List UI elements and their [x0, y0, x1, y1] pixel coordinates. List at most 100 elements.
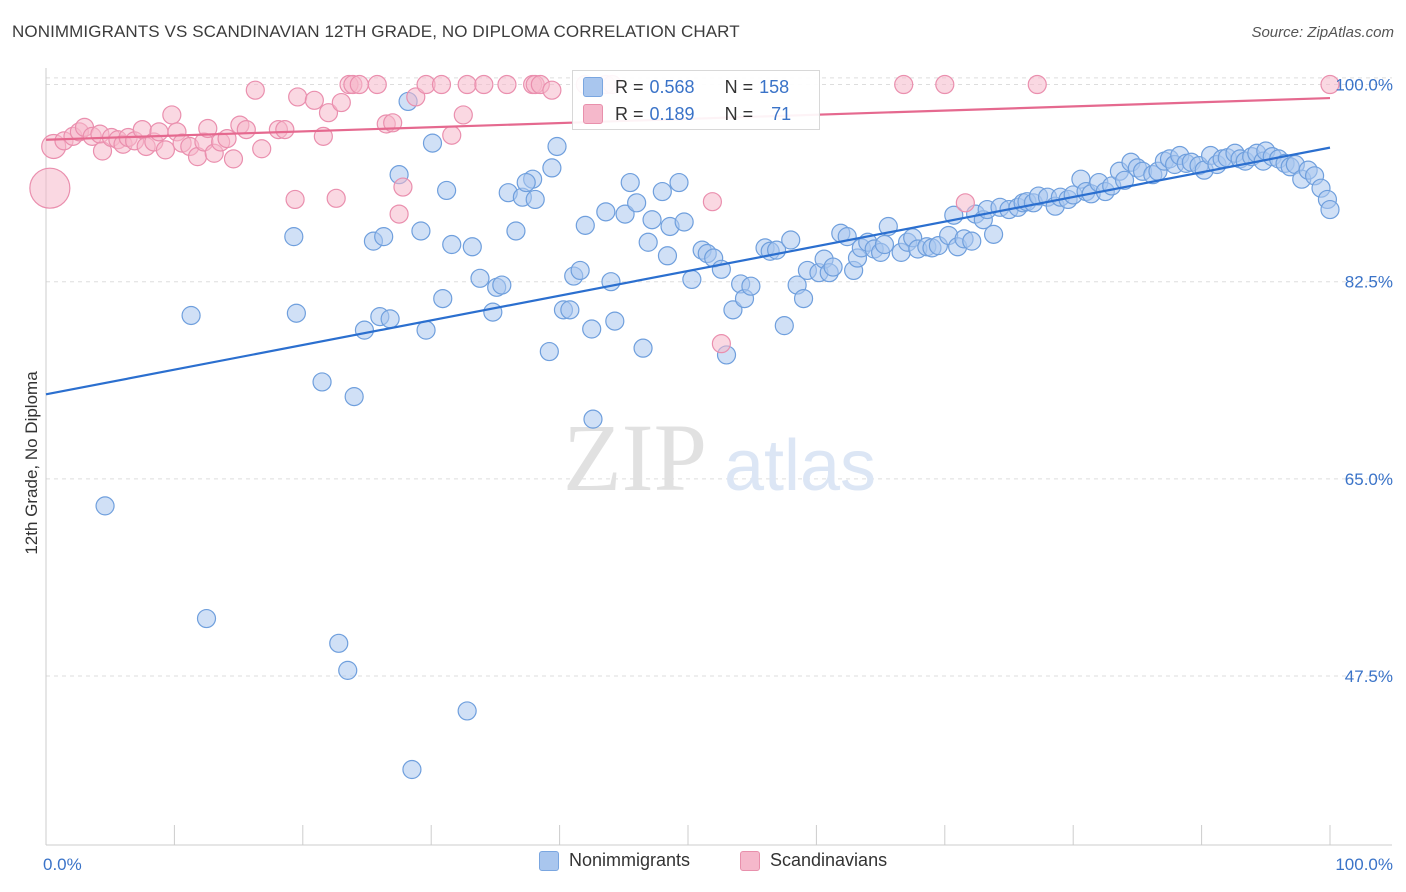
nonimmigrant-point	[433, 288, 453, 309]
scandinavian-point	[431, 74, 452, 95]
scandinavian-point	[711, 334, 731, 354]
nonimmigrant-point	[575, 215, 595, 235]
source-credit: Source: ZipAtlas.com	[1251, 24, 1394, 41]
trend-lines	[45, 96, 1331, 396]
stats-r-value: 0.568	[649, 76, 695, 97]
nonimmigrant-point	[627, 193, 647, 213]
scandinavian-point	[304, 90, 324, 110]
stats-swatch-nonimmigrants	[583, 77, 603, 97]
nonimmigrants-trend-line	[45, 146, 1331, 396]
nonimmigrant-point	[312, 372, 332, 392]
scandinavian-point	[406, 87, 426, 107]
stats-r-label: R =	[615, 76, 644, 97]
scandinavian-point	[367, 74, 387, 95]
legend-swatch-scandinavians	[740, 850, 760, 871]
nonimmigrant-point	[286, 303, 306, 323]
stats-n-label: N =	[724, 103, 754, 124]
nonimmigrant-point	[583, 409, 603, 429]
scandinavian-point	[162, 105, 182, 125]
y-tick-label: 65.0%	[1345, 470, 1393, 489]
nonimmigrant-point	[284, 227, 304, 247]
nonimmigrant-point	[638, 232, 658, 252]
legend-label-scandinavians: Scandinavians	[770, 850, 888, 870]
nonimmigrant-point	[674, 212, 694, 232]
scandinavian-point	[223, 149, 244, 169]
chart-title: NONIMMIGRANTS VS SCANDINAVIAN 12TH GRADE…	[12, 22, 740, 41]
scandinavian-point	[894, 74, 914, 95]
nonimmigrant-point	[983, 224, 1004, 244]
nonimmigrant-point	[542, 158, 562, 178]
scandinavian-point	[935, 74, 955, 95]
stats-n-value: 158	[759, 76, 790, 97]
stats-swatch-scandinavians	[583, 104, 603, 124]
scandinavian-point	[349, 74, 369, 95]
scandinavian-point	[275, 119, 295, 140]
nonimmigrant-point	[682, 269, 702, 290]
scandinavian-point	[542, 80, 562, 100]
scandinavian-point	[252, 139, 272, 159]
nonimmigrant-point	[615, 204, 635, 224]
nonimmigrant-point	[560, 300, 580, 320]
nonimmigrant-point	[402, 759, 422, 780]
nonimmigrant-point	[506, 221, 526, 241]
nonimmigrant-point	[492, 275, 512, 295]
nonimmigrant-point	[633, 338, 653, 358]
legend-item-nonimmigrants[interactable]: Nonimmigrants	[539, 850, 690, 871]
stats-row-nonimmigrants: R = 0.568 N = 158	[583, 74, 789, 100]
nonimmigrant-point	[338, 660, 358, 680]
axes	[45, 68, 1392, 846]
scandinavian-point	[236, 119, 256, 140]
scandinavian-point	[331, 92, 351, 113]
stats-n-label: N =	[724, 76, 754, 97]
nonimmigrant-point	[95, 496, 115, 516]
scandinavian-point	[702, 192, 722, 212]
scandinavian-point	[326, 188, 346, 208]
nonimmigrant-point	[793, 288, 814, 309]
watermark-atlas: atlas	[724, 426, 876, 506]
scandinavian-point	[155, 140, 176, 160]
nonimmigrant-point	[329, 633, 349, 653]
nonimmigrant-point	[380, 309, 400, 329]
legend-item-scandinavians[interactable]: Scandinavians	[740, 850, 887, 871]
nonimmigrant-point	[516, 172, 536, 193]
scandinavian-point	[1027, 74, 1047, 95]
stats-r-value: 0.189	[649, 103, 695, 124]
stats-legend: R = 0.568 N = 158 R = 0.189 N = 71	[572, 70, 820, 130]
stats-row-scandinavians: R = 0.189 N = 71	[583, 101, 791, 127]
x-tick-label: 100.0%	[1335, 855, 1393, 874]
scandinavian-point	[453, 105, 473, 125]
nonimmigrant-point	[823, 257, 843, 277]
nonimmigrant-point	[354, 320, 375, 340]
nonimmigrant-point	[962, 231, 982, 251]
scandinavian-point	[198, 118, 218, 139]
nonimmigrant-point	[781, 230, 801, 250]
nonimmigrant-point	[642, 210, 662, 230]
nonimmigrant-point	[596, 202, 616, 222]
nonimmigrant-point	[411, 221, 431, 241]
nonimmigrant-point	[669, 172, 689, 193]
nonimmigrant-point	[196, 608, 217, 629]
y-axis-title: 12th Grade, No Diploma	[22, 371, 41, 555]
nonimmigrant-point	[570, 260, 590, 281]
nonimmigrant-point	[547, 136, 567, 157]
scandinavian-point	[1320, 74, 1340, 95]
legend-label-nonimmigrants: Nonimmigrants	[569, 850, 691, 870]
scandinavian-point	[955, 193, 975, 213]
y-tick-label: 47.5%	[1345, 667, 1393, 686]
scandinavian-point	[92, 141, 113, 161]
nonimmigrant-point	[620, 172, 640, 193]
nonimmigrant-point	[1114, 170, 1135, 190]
nonimmigrant-point	[874, 234, 895, 255]
nonimmigrant-point	[374, 227, 394, 247]
nonimmigrant-point	[652, 181, 672, 202]
y-tick-label: 100.0%	[1335, 76, 1393, 95]
scandinavian-point	[245, 80, 265, 100]
nonimmigrant-point	[457, 701, 477, 721]
nonimmigrant-point	[605, 311, 625, 331]
stats-n-value: 71	[771, 103, 792, 124]
nonimmigrant-point	[344, 387, 364, 407]
scandinavian-point	[497, 74, 517, 95]
axis-labels: 100.0% 82.5% 65.0% 47.5% 0.0% 100.0% 12th Grad…	[22, 76, 1393, 874]
nonimmigrant-point	[483, 302, 503, 322]
